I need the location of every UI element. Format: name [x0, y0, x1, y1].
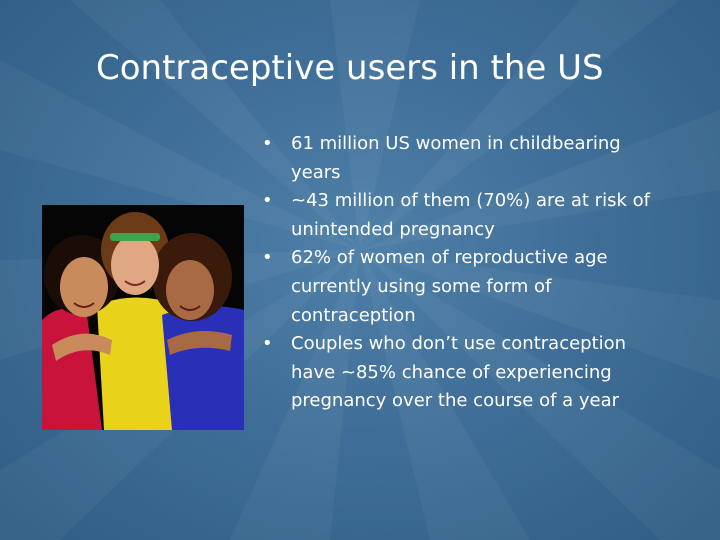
- women-photo-illustration: [42, 205, 244, 430]
- bullet-text-line: pregnancy over the course of a year: [291, 390, 620, 412]
- bullet-text-line: have ~85% chance of experiencing: [291, 361, 612, 383]
- bullet-text-line: Couples who don’t use contraception: [291, 333, 627, 355]
- bullet-text-line: currently using some form of: [291, 275, 552, 297]
- bullet-marker: •: [262, 133, 273, 154]
- bullet-item: • Couples who don’t use contraception ha…: [262, 330, 702, 416]
- bullet-marker: •: [262, 333, 273, 355]
- bullet-item: • 62% of women of reproductive age curre…: [262, 244, 702, 330]
- bullet-marker: •: [262, 190, 273, 212]
- photo-three-women: [42, 205, 244, 430]
- bullet-marker: •: [262, 247, 273, 269]
- bullet-list: • 61 million US women in childbearing ye…: [262, 130, 702, 416]
- bullet-item: • 61 million US women in childbearing ye…: [262, 130, 702, 187]
- bullet-text-line: 62% of women of reproductive age: [291, 247, 608, 269]
- slide-title: Contraceptive users in the US: [96, 48, 604, 88]
- bullet-text-line: contraception: [291, 304, 416, 326]
- bullet-text-line: unintended pregnancy: [291, 218, 495, 240]
- bullet-text-line: ~43 million of them (70%) are at risk of: [291, 190, 650, 212]
- bullet-text-line: years: [291, 161, 341, 183]
- bullet-text-line: 61 million US women in childbearing: [291, 133, 621, 154]
- bullet-item: • ~43 million of them (70%) are at risk …: [262, 187, 702, 244]
